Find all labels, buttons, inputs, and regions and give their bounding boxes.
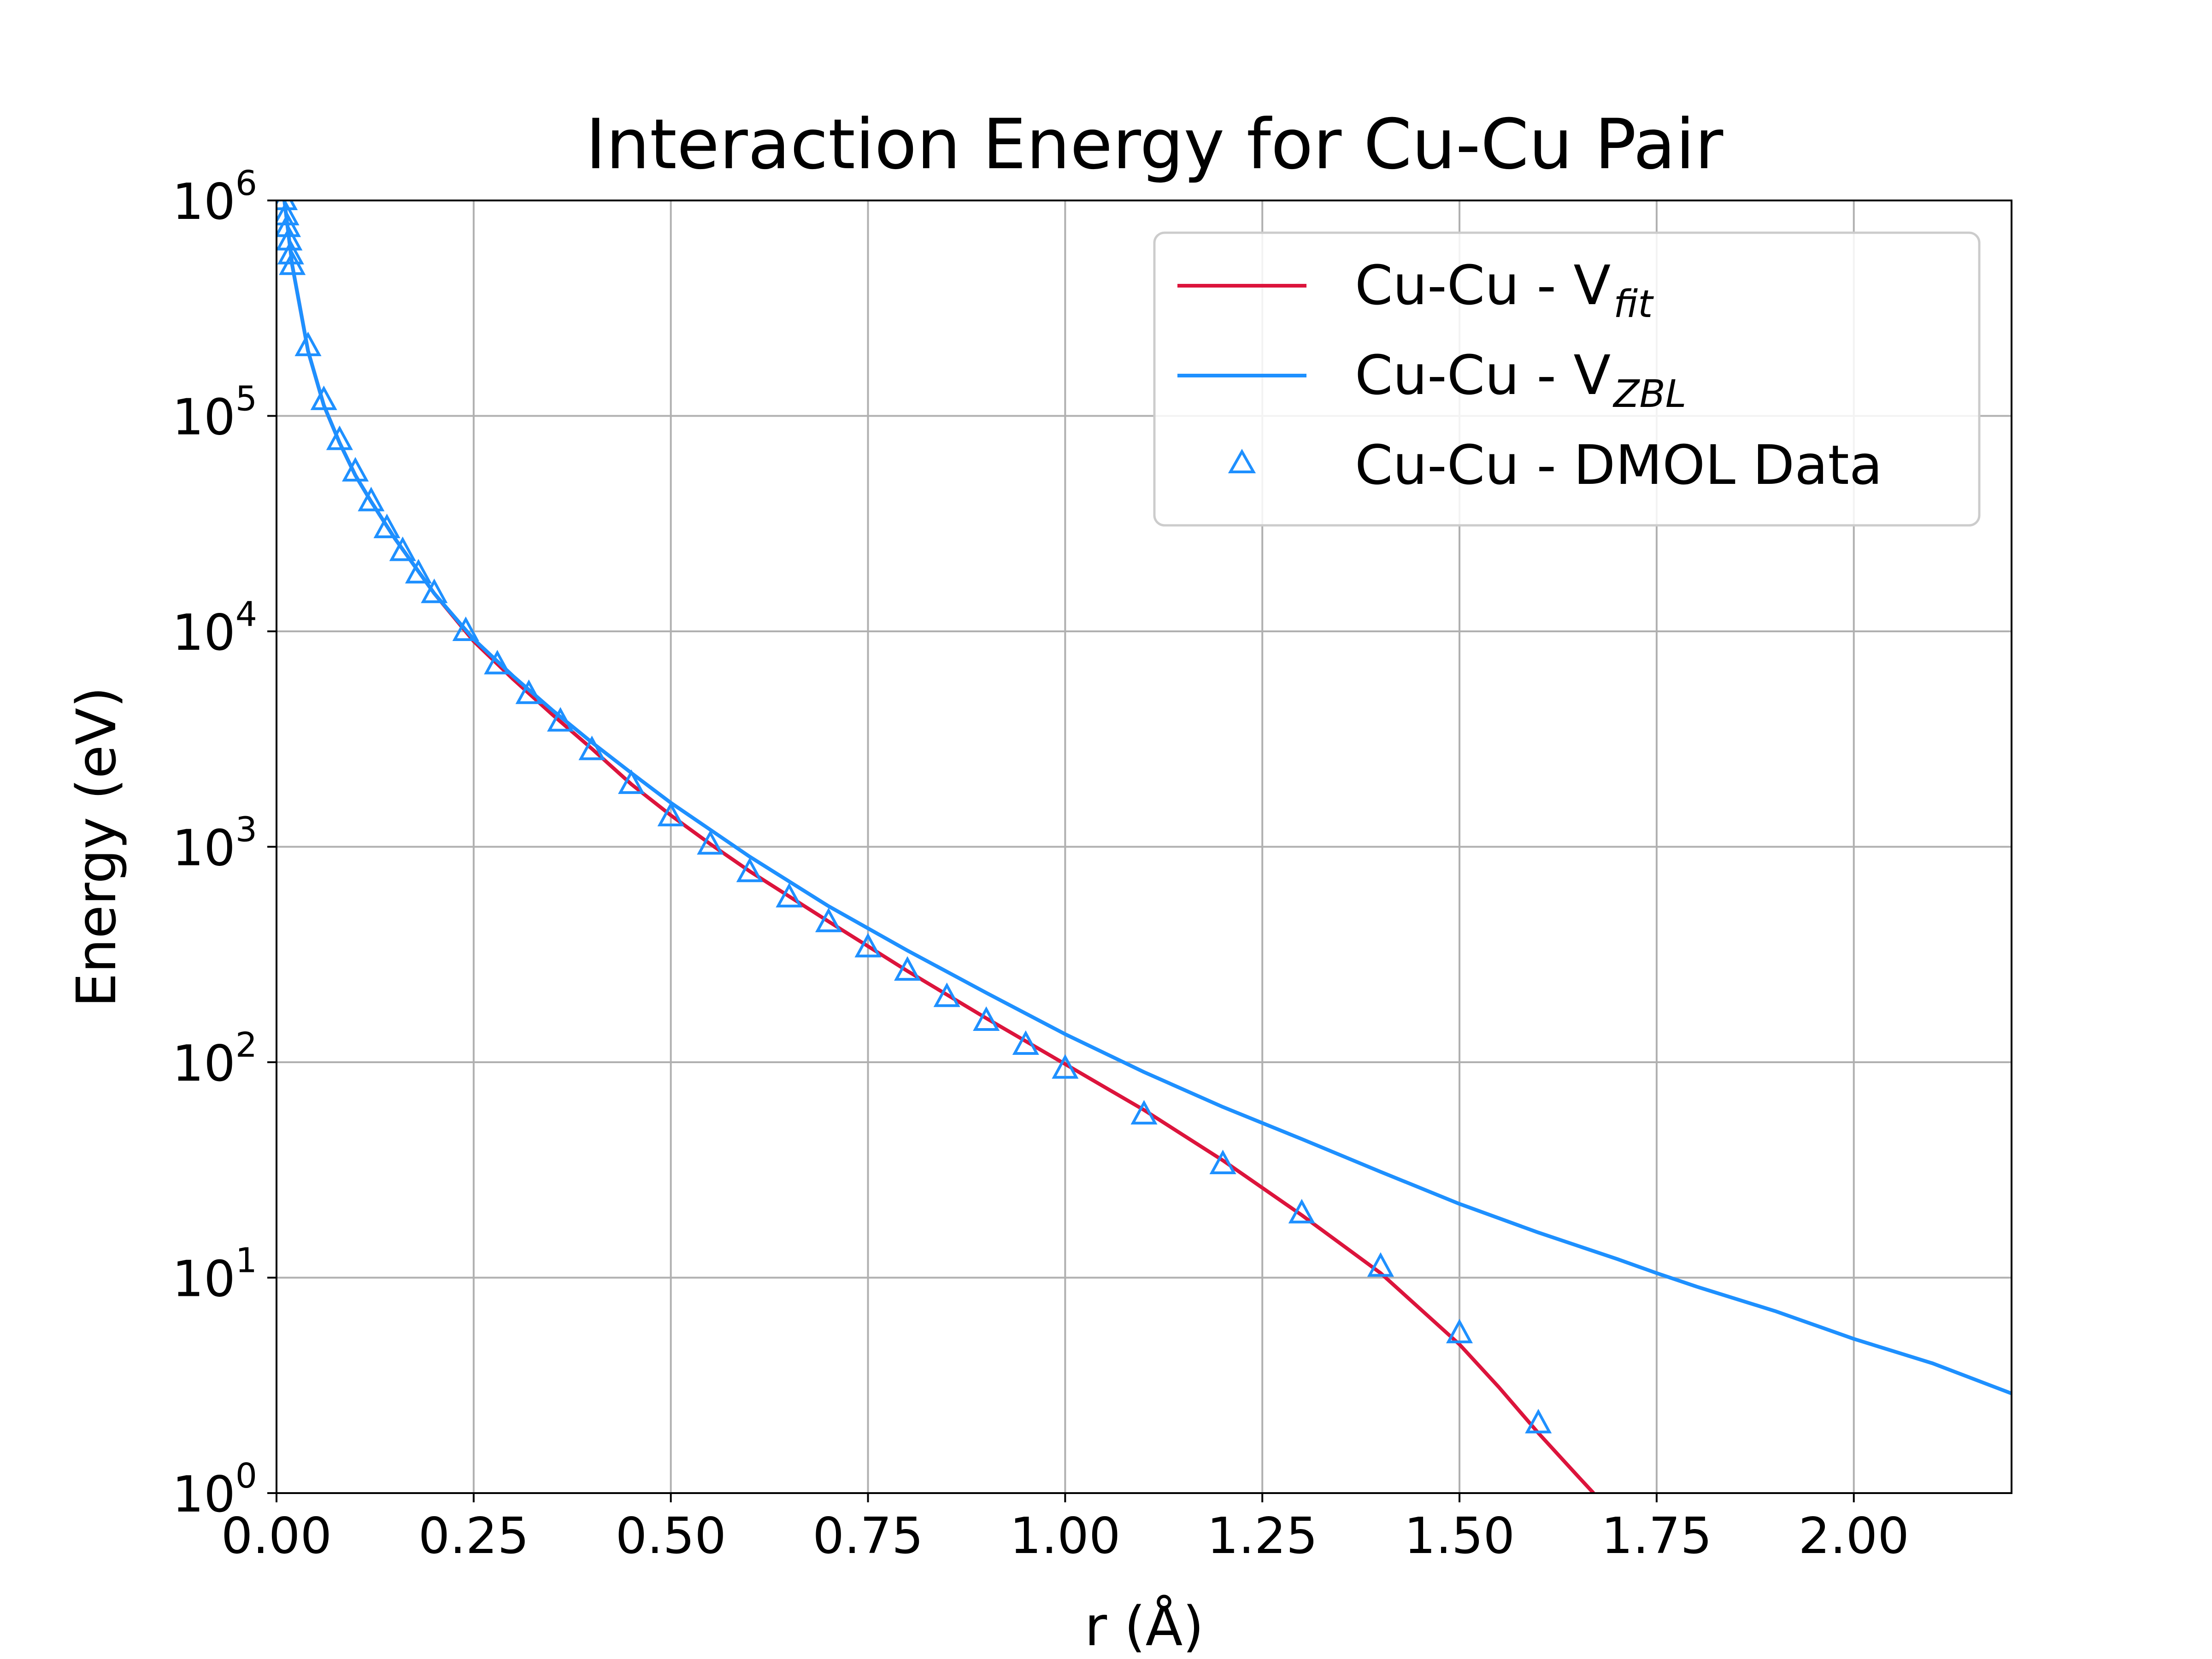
- dmol-data-point: [1052, 1054, 1079, 1079]
- dmol-data-point: [1209, 1149, 1236, 1174]
- y-tick-base: 10: [172, 1466, 235, 1524]
- dmol-data-point: [657, 801, 684, 827]
- y-tick-exponent: 5: [235, 379, 257, 419]
- y-tick-exponent: 0: [235, 1456, 257, 1496]
- y-tick-label: 101: [172, 1241, 257, 1308]
- legend-swatch-dmol: [1228, 448, 1256, 473]
- dmol-data-point: [1130, 1100, 1158, 1125]
- dmol-data-point: [547, 707, 574, 732]
- dmol-data-point: [276, 212, 301, 237]
- x-tick-label: 2.00: [1798, 1507, 1909, 1565]
- dmol-data-point: [342, 457, 369, 482]
- legend-label-fit-name: Cu-Cu - V: [1355, 253, 1611, 317]
- dmol-data-point: [373, 513, 400, 538]
- legend-label-zbl: Cu-Cu - VZBL: [1355, 343, 1686, 416]
- dmol-data-point: [736, 857, 763, 882]
- legend-label-dmol: Cu-Cu - DMOL Data: [1355, 433, 1883, 497]
- x-tick-label: 0.25: [418, 1507, 529, 1565]
- dmol-data-point: [776, 882, 803, 908]
- dmol-data-point: [578, 735, 606, 760]
- x-tick-label: 0.00: [221, 1507, 332, 1565]
- dmol-data-point: [326, 425, 353, 450]
- x-tick-label: 0.50: [615, 1507, 726, 1565]
- dmol-data-point: [389, 536, 416, 561]
- x-tick-label: 1.00: [1010, 1507, 1120, 1565]
- y-tick-base: 10: [172, 1035, 235, 1093]
- y-tick-label: 102: [172, 1025, 257, 1093]
- dmol-data-point: [854, 933, 882, 958]
- dmol-data-point: [276, 200, 300, 225]
- dmol-data-point: [358, 487, 385, 512]
- y-tick-base: 10: [172, 389, 235, 447]
- x-tick-label: 1.25: [1207, 1507, 1318, 1565]
- dmol-data-point: [697, 830, 724, 855]
- x-axis-label: r (Å): [1085, 1594, 1204, 1658]
- y-tick-base: 10: [172, 604, 235, 662]
- dmol-data-point: [1367, 1252, 1394, 1277]
- y-tick-base: 10: [172, 173, 235, 231]
- plot-series: [276, 200, 2012, 1493]
- dmol-data-point: [618, 769, 645, 794]
- chart-title: Interaction Energy for Cu-Cu Pair: [586, 105, 1724, 185]
- x-tick-label: 1.75: [1601, 1507, 1712, 1565]
- dmol-data-point: [405, 559, 432, 584]
- dmol-data-point: [933, 982, 960, 1007]
- dmol-data-point: [1446, 1318, 1473, 1343]
- x-tick-label: 0.75: [812, 1507, 923, 1565]
- legend: Cu-Cu - Vfit Cu-Cu - VZBL Cu-Cu - DMOL D…: [1153, 231, 1981, 527]
- dmol-data-point: [276, 226, 303, 251]
- y-tick-exponent: 3: [235, 810, 257, 850]
- legend-box: [1153, 231, 1981, 527]
- legend-label-fit: Cu-Cu - Vfit: [1355, 253, 1654, 326]
- legend-label-zbl-subscript: ZBL: [1612, 372, 1686, 416]
- y-tick-label: 100: [172, 1456, 257, 1524]
- dmol-data-point: [452, 616, 479, 641]
- y-tick-label: 105: [172, 379, 257, 447]
- dmol-data-point: [294, 331, 322, 356]
- dmol-data-point: [277, 240, 304, 265]
- dmol-data-point: [1525, 1409, 1552, 1434]
- legend-label-fit-subscript: fit: [1613, 282, 1654, 326]
- y-tick-exponent: 1: [235, 1241, 257, 1281]
- y-tick-label: 103: [172, 810, 257, 877]
- dmol-data-point: [279, 250, 306, 275]
- y-tick-exponent: 4: [235, 594, 257, 634]
- dmol-data-point: [1288, 1199, 1315, 1224]
- y-tick-label: 106: [172, 164, 257, 231]
- dmol-data-point: [310, 385, 337, 410]
- dmol-data-point: [421, 578, 448, 603]
- dmol-data-point: [815, 907, 842, 932]
- x-axis-ticks: 0.00 0.25 0.50 0.75 1.00 1.25 1.50 1.75 2.00: [221, 1493, 1909, 1565]
- y-tick-base: 10: [172, 1251, 235, 1308]
- dmol-data-point: [894, 956, 921, 981]
- dmol-data-point: [1012, 1030, 1039, 1055]
- dmol-data-point: [484, 650, 511, 675]
- legend-label-zbl-name: Cu-Cu - V: [1355, 343, 1611, 407]
- series-line-zbl: [282, 200, 2012, 1395]
- y-axis-label: Energy (eV): [65, 687, 128, 1007]
- dmol-data-point: [973, 1006, 1000, 1031]
- x-tick-label: 1.50: [1404, 1507, 1515, 1565]
- y-tick-exponent: 2: [235, 1025, 257, 1065]
- y-tick-base: 10: [172, 820, 235, 877]
- y-tick-label: 104: [172, 594, 257, 662]
- y-tick-exponent: 6: [235, 164, 257, 203]
- dmol-data-point: [515, 679, 542, 704]
